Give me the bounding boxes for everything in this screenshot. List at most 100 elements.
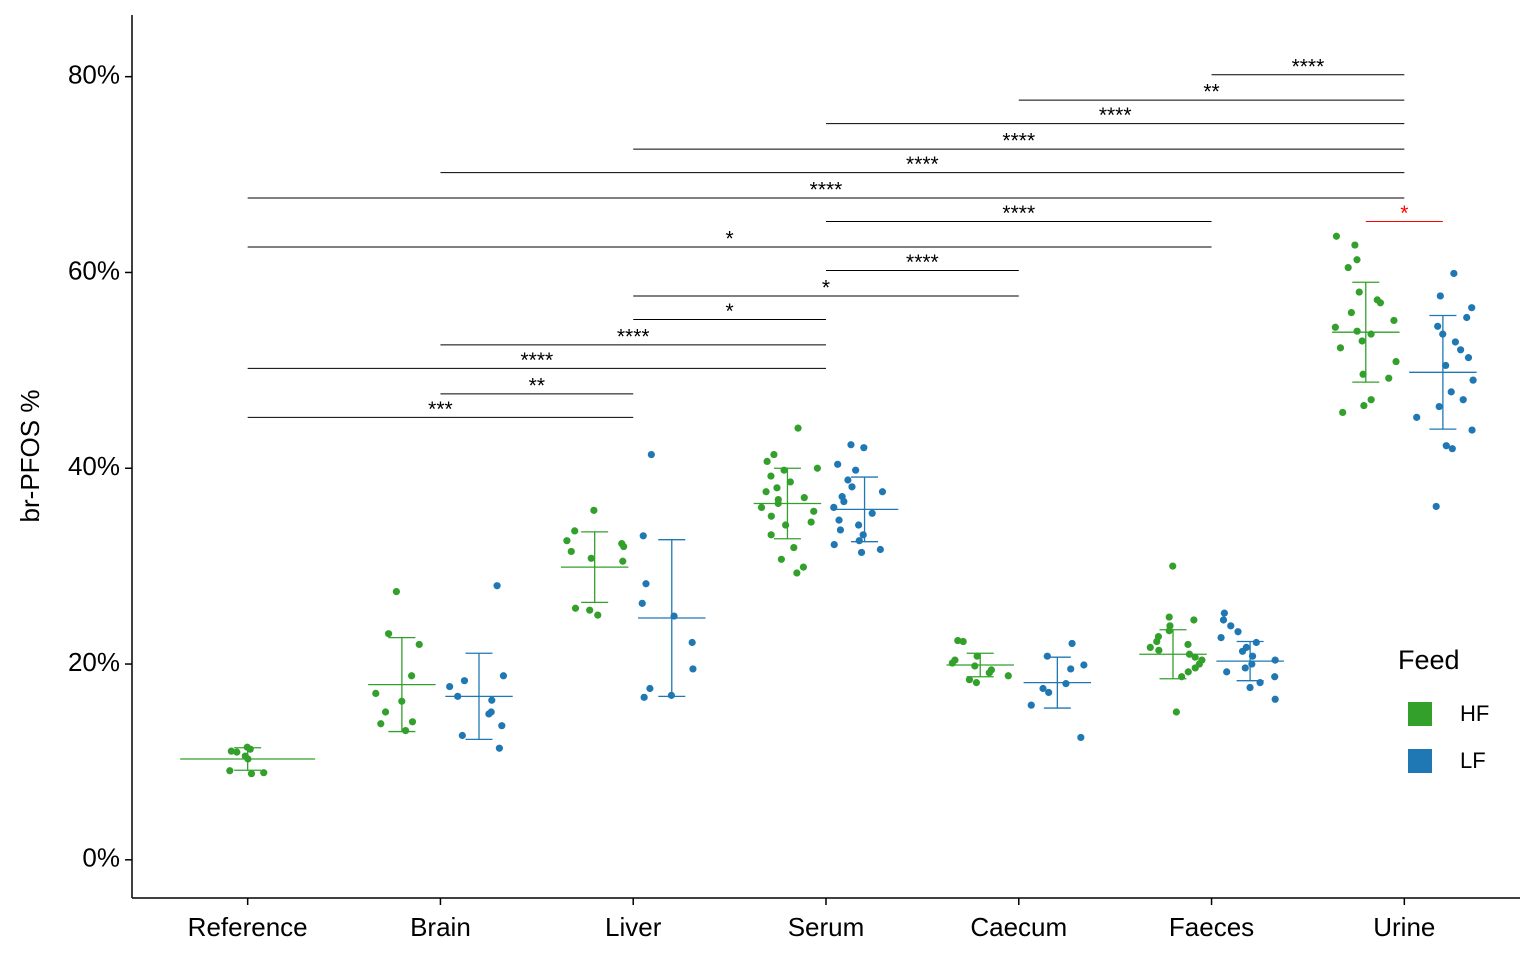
point [847,441,855,449]
bracket-label: ** [529,374,545,397]
point [1252,638,1260,647]
point [1146,643,1154,651]
point [458,731,466,740]
point [1463,313,1471,322]
x-tick-label: Caecum [970,912,1067,942]
point [586,606,594,614]
legend-key [1408,749,1432,773]
bracket-label: **** [906,153,939,176]
point [1376,299,1385,307]
point [1390,316,1398,325]
point [1184,640,1192,649]
point [1451,338,1459,346]
point [1469,376,1477,384]
point [227,747,235,755]
point [786,478,794,486]
x-tick-label: Reference [188,912,308,942]
point [762,488,770,496]
point [1234,628,1242,636]
point [1045,688,1053,697]
point [1344,263,1352,272]
legend-key [1408,702,1432,726]
point [1450,269,1458,278]
point [402,727,410,735]
point [620,542,628,551]
point [498,722,506,730]
point [857,548,866,557]
point [1457,346,1465,354]
point [1191,653,1199,661]
point [767,531,775,539]
point [973,652,981,660]
point [959,637,967,646]
point [619,557,627,565]
point [1062,680,1070,688]
point [495,744,503,752]
point [1434,322,1442,330]
point [773,484,781,492]
point [1332,232,1341,240]
point [1043,652,1051,660]
point [642,580,650,588]
point [1241,664,1249,672]
point [460,677,469,685]
point [1436,292,1444,300]
point [848,483,856,491]
point [971,662,979,670]
point [1248,652,1257,660]
point [384,630,393,638]
point [1068,639,1076,648]
point [590,506,598,514]
bracket-label: **** [617,325,650,348]
point [646,684,654,693]
point [790,543,798,552]
bracket-label: **** [1292,55,1325,78]
point [810,507,818,515]
point [852,466,860,474]
point [972,679,981,687]
point [1077,733,1085,742]
point [1459,396,1467,404]
point [854,521,863,529]
point [1246,683,1254,692]
point [1432,502,1440,511]
point [1039,684,1047,693]
point [1165,627,1173,635]
point [844,476,852,484]
bracket-label: **** [520,349,553,372]
point [799,563,808,571]
point [226,767,234,775]
point [446,682,454,691]
y-tick-label: 40% [68,451,120,481]
point [1219,616,1228,624]
point [1359,370,1367,378]
point [1169,562,1177,570]
point [1271,695,1279,703]
bracket-label: **** [1099,104,1132,127]
point [1468,426,1476,434]
x-tick-label: Urine [1373,912,1435,942]
point [1223,668,1231,676]
point [1448,445,1456,453]
point [1392,357,1400,366]
point [860,444,868,452]
legend-label: LF [1460,748,1486,773]
point [965,676,974,684]
point [260,769,268,777]
point [1217,634,1225,642]
point [855,537,863,545]
point [835,516,843,524]
point [834,460,842,468]
point [1358,337,1366,345]
point [1155,646,1163,654]
legend-title: Feed [1398,645,1460,675]
point [594,611,602,619]
x-tick-label: Brain [410,912,471,942]
point [415,640,423,649]
point [954,636,962,645]
point [1442,442,1450,450]
y-tick-label: 60% [68,255,120,285]
point [372,689,380,698]
point [1355,288,1363,296]
